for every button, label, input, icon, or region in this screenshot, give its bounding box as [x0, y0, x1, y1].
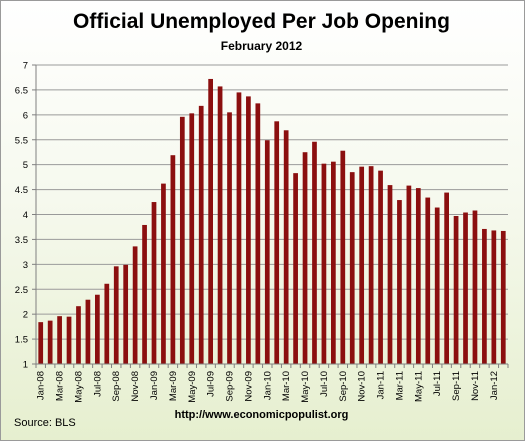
bar — [264, 140, 270, 364]
bar — [161, 183, 166, 364]
bar — [359, 166, 365, 364]
bar — [123, 264, 129, 364]
chart-subtitle: February 2012 — [220, 39, 303, 53]
bar — [189, 113, 195, 364]
y-tick-label: 5.5 — [15, 135, 28, 146]
x-tick-label: Jan-11 — [376, 371, 387, 399]
bar — [283, 130, 289, 364]
y-tick-label: 4.5 — [15, 185, 28, 196]
bar — [340, 150, 346, 364]
bar — [378, 170, 383, 364]
x-tick-label: Nov-11 — [470, 371, 481, 401]
y-tick-label: 1 — [23, 360, 28, 371]
x-tick-label: May-10 — [300, 371, 311, 403]
bar — [444, 192, 449, 364]
x-tick-label: Jul-08 — [92, 371, 103, 397]
y-tick-label: 7 — [23, 61, 28, 72]
bars — [38, 78, 506, 365]
bar — [500, 230, 506, 364]
x-tick-label: Jan-10 — [262, 371, 273, 400]
bar — [482, 228, 487, 364]
x-tick-label: Jul-10 — [319, 371, 330, 397]
x-tick-label: Nov-08 — [130, 371, 141, 402]
y-tick-label: 1.5 — [15, 335, 28, 346]
x-tick-label: May-11 — [413, 371, 424, 402]
x-tick-label: Jul-09 — [206, 371, 217, 397]
bar — [236, 92, 242, 365]
source-label: Source: BLS — [14, 417, 76, 429]
source-url: http://www.economicpopulist.org — [174, 409, 349, 421]
bar — [321, 163, 327, 364]
y-tick-label: 2.5 — [15, 285, 28, 296]
x-tick-label: Sep-09 — [225, 371, 236, 402]
bar — [38, 322, 44, 364]
x-tick-label: Nov-10 — [357, 371, 368, 402]
bar — [368, 166, 374, 364]
bar — [472, 210, 478, 364]
x-tick-label: Jan-12 — [489, 371, 500, 400]
bar — [246, 96, 251, 365]
x-tick-label: Jul-11 — [432, 371, 443, 396]
x-tick-label: Nov-09 — [243, 371, 254, 402]
bar — [132, 246, 138, 364]
y-tick-label: 5 — [23, 160, 28, 171]
bar — [113, 266, 119, 364]
bar — [293, 173, 298, 364]
y-tick-label: 6 — [23, 110, 28, 121]
y-tick-labels: 1 1.5 2 2.5 3 3.5 4 4.5 5 5.5 6 6.5 7 — [15, 61, 28, 371]
bar — [85, 299, 91, 364]
bar — [179, 116, 185, 365]
bar — [217, 86, 223, 364]
y-tick-label: 4 — [23, 210, 28, 221]
bar — [142, 224, 147, 364]
bar — [463, 212, 468, 364]
axes — [32, 64, 509, 368]
x-tick-label: Sep-11 — [451, 371, 462, 401]
bar — [415, 188, 421, 364]
chart-title: Official Unemployed Per Job Opening — [73, 10, 450, 33]
bar — [198, 105, 204, 364]
bar — [302, 152, 308, 364]
x-tick-label: May-09 — [187, 371, 198, 403]
bar — [227, 112, 232, 364]
bar — [95, 294, 100, 364]
bar — [406, 185, 412, 364]
x-tick-label: Sep-08 — [111, 371, 122, 402]
bar — [170, 155, 176, 364]
bar — [57, 316, 62, 364]
x-tick-label: Mar-08 — [55, 371, 66, 401]
bar — [331, 161, 336, 364]
bar — [274, 121, 280, 364]
bar — [491, 230, 497, 364]
bar — [349, 172, 355, 364]
x-tick-label: Jan-09 — [149, 371, 160, 400]
bar — [104, 283, 110, 364]
x-tick-labels: Jan-08 Mar-08 May-08 Jul-08 Sep-08 Nov-08 Jan-… — [36, 371, 500, 403]
bar — [76, 306, 81, 364]
bar — [397, 200, 402, 364]
bar — [208, 78, 213, 364]
x-tick-label: Jan-08 — [36, 371, 47, 400]
x-tick-label: Mar-10 — [281, 371, 292, 401]
y-tick-label: 2 — [23, 310, 28, 321]
y-tick-label: 3 — [23, 260, 28, 271]
y-tick-label: 6.5 — [15, 85, 28, 96]
bar — [434, 207, 440, 364]
bar — [453, 215, 459, 364]
bar — [47, 320, 53, 364]
bar — [387, 185, 393, 364]
bar — [255, 103, 261, 364]
x-tick-label: Mar-09 — [168, 371, 179, 401]
bar — [66, 316, 72, 364]
bar — [312, 141, 317, 364]
bar — [425, 197, 431, 364]
x-tick-label: May-08 — [73, 371, 84, 403]
x-tick-label: Sep-10 — [338, 371, 349, 402]
y-tick-label: 3.5 — [15, 235, 28, 246]
x-tick-label: Mar-11 — [394, 371, 405, 400]
bar — [151, 202, 157, 364]
